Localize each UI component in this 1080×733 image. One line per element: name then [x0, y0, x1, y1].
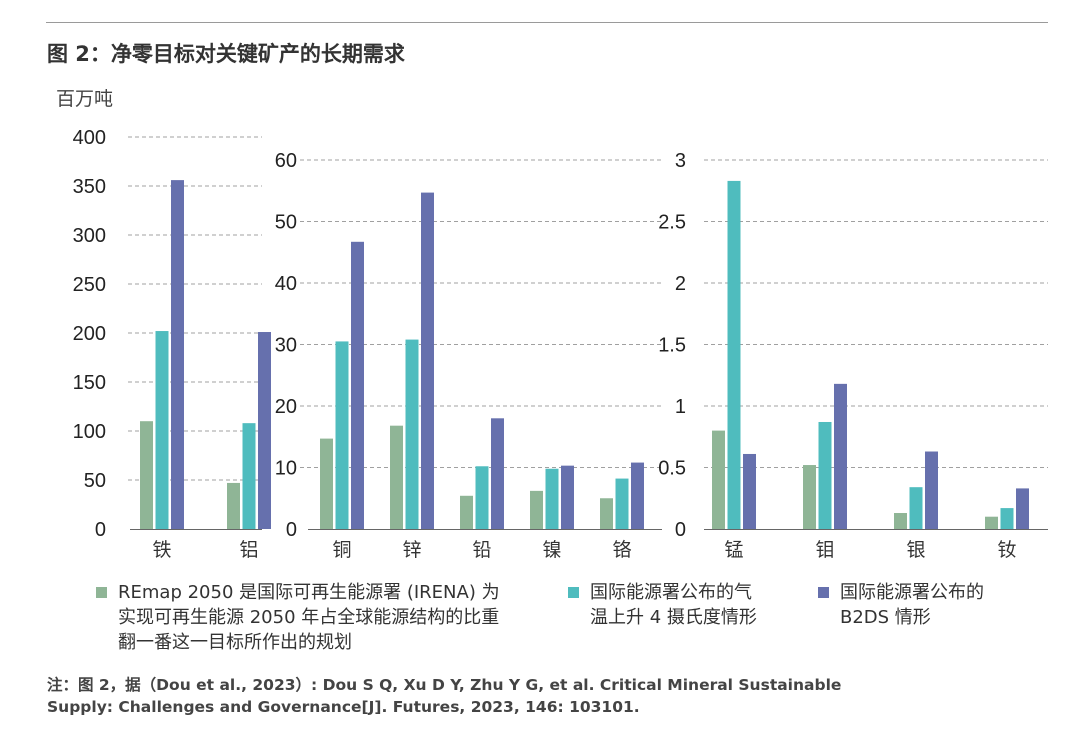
source-note: 注：图 2，据（Dou et al., 2023）: Dou S Q, Xu D…	[47, 674, 841, 718]
bar-p3-钼-s2	[818, 421, 832, 529]
bar-p2-铅-s3	[491, 418, 504, 529]
bar-p3-银-s1	[894, 513, 907, 529]
bar-p3-锰-s2	[727, 180, 741, 529]
ytick-label-p1-7: 350	[73, 176, 106, 198]
category-label-锌: 锌	[402, 539, 421, 561]
ytick-label-p3-0: 0	[675, 519, 686, 541]
legend-label-1-line3: 翻一番这一目标所作出的规划	[118, 632, 352, 653]
bar-p1-铁-s2	[155, 331, 169, 529]
bar-p2-铜-s1	[320, 438, 333, 529]
bar-p3-钼-s3	[834, 383, 847, 529]
legend-label-1-line2: 实现可再生能源 2050 年占全球能源结构的比重	[118, 607, 500, 628]
bar-p3-钕-s2	[1000, 508, 1014, 529]
bar-p2-铬-s2	[615, 478, 629, 529]
ytick-label-p1-2: 100	[73, 421, 106, 443]
ytick-label-p1-5: 250	[73, 274, 106, 296]
ytick-label-p3-6: 3	[675, 150, 686, 172]
legend-label-2-line1: 国际能源署公布的气	[590, 582, 752, 603]
unit-label: 百万吨	[56, 88, 114, 110]
category-label-铁: 铁	[152, 539, 171, 561]
bar-p3-钕-s3	[1016, 488, 1029, 529]
bar-p2-铬-s3	[631, 462, 644, 529]
category-label-钼: 钼	[815, 539, 834, 561]
bar-p2-镍-s2	[545, 468, 559, 529]
category-label-银: 银	[906, 539, 925, 561]
ytick-label-p1-0: 0	[95, 519, 106, 541]
legend-label-3-line2: B2DS 情形	[840, 607, 931, 628]
ytick-label-p2-6: 60	[275, 150, 297, 172]
bar-p2-锌-s2	[405, 339, 419, 529]
bar-p1-铝-s3	[258, 332, 271, 529]
legend-swatch-2	[568, 587, 579, 598]
ytick-label-p3-1: 0.5	[658, 458, 686, 480]
ytick-label-p3-2: 1	[675, 396, 686, 418]
source-note-line2: Supply: Challenges and Governance[J]. Fu…	[47, 698, 640, 716]
bar-p2-镍-s1	[530, 490, 543, 529]
top-rule	[46, 22, 1048, 23]
bar-p3-锰-s1	[712, 430, 725, 529]
ytick-label-p2-3: 30	[275, 335, 297, 357]
category-label-铝: 铝	[239, 539, 258, 561]
bar-p2-锌-s3	[421, 192, 434, 529]
ytick-label-p1-8: 400	[73, 127, 106, 149]
bar-p1-铁-s1	[140, 421, 153, 529]
bar-p2-铅-s2	[475, 466, 489, 529]
category-label-锰: 锰	[724, 539, 743, 561]
ytick-label-p3-4: 2	[675, 273, 686, 295]
ytick-label-p1-4: 200	[73, 323, 106, 345]
ytick-label-p2-5: 50	[275, 212, 297, 234]
legend-label-1-line1: REmap 2050 是国际可再生能源署 (IRENA) 为	[118, 582, 500, 603]
ytick-label-p1-3: 150	[73, 372, 106, 394]
category-label-镍: 镍	[542, 539, 561, 561]
ytick-label-p2-0: 0	[286, 519, 297, 541]
figure-title: 图 2：净零目标对关键矿产的长期需求	[47, 42, 405, 66]
legend-label-1: REmap 2050 是国际可再生能源署 (IRENA) 为 实现可再生能源 2…	[118, 580, 500, 655]
legend-label-3: 国际能源署公布的 B2DS 情形	[840, 580, 984, 630]
bar-p2-镍-s3	[561, 465, 574, 529]
category-label-铜: 铜	[332, 539, 351, 561]
ytick-label-p1-6: 300	[73, 225, 106, 247]
bar-p2-锌-s1	[390, 425, 403, 529]
bar-p3-银-s3	[925, 451, 938, 529]
ytick-label-p3-5: 2.5	[658, 212, 686, 234]
legend-swatch-3	[818, 587, 829, 598]
legend-label-2-line2: 温上升 4 摄氏度情形	[590, 607, 757, 628]
bar-p2-铅-s1	[460, 495, 473, 529]
bar-p3-钕-s1	[985, 516, 998, 529]
category-label-钕: 钕	[997, 539, 1016, 561]
ytick-label-p2-1: 10	[275, 458, 297, 480]
bar-p2-铜-s3	[351, 241, 364, 530]
legend-label-2: 国际能源署公布的气 温上升 4 摄氏度情形	[590, 580, 757, 630]
ytick-label-p3-3: 1.5	[658, 335, 686, 357]
bar-p3-银-s2	[909, 487, 923, 529]
bar-p1-铁-s3	[171, 180, 184, 529]
legend-label-3-line1: 国际能源署公布的	[840, 582, 984, 603]
bar-p2-铜-s2	[335, 341, 349, 529]
ytick-label-p2-4: 40	[275, 273, 297, 295]
legend-swatch-1	[96, 587, 107, 598]
source-note-line1: 注：图 2，据（Dou et al., 2023）: Dou S Q, Xu D…	[47, 676, 842, 694]
ytick-label-p2-2: 20	[275, 396, 297, 418]
bar-p3-锰-s3	[743, 453, 756, 529]
bar-p2-铬-s1	[600, 498, 613, 529]
category-label-铬: 铬	[612, 539, 631, 561]
bar-p1-铝-s2	[242, 423, 256, 529]
ytick-label-p1-1: 50	[84, 470, 106, 492]
category-label-铅: 铅	[472, 539, 491, 561]
bar-p1-铝-s1	[227, 482, 240, 529]
bar-p3-钼-s1	[803, 465, 816, 529]
